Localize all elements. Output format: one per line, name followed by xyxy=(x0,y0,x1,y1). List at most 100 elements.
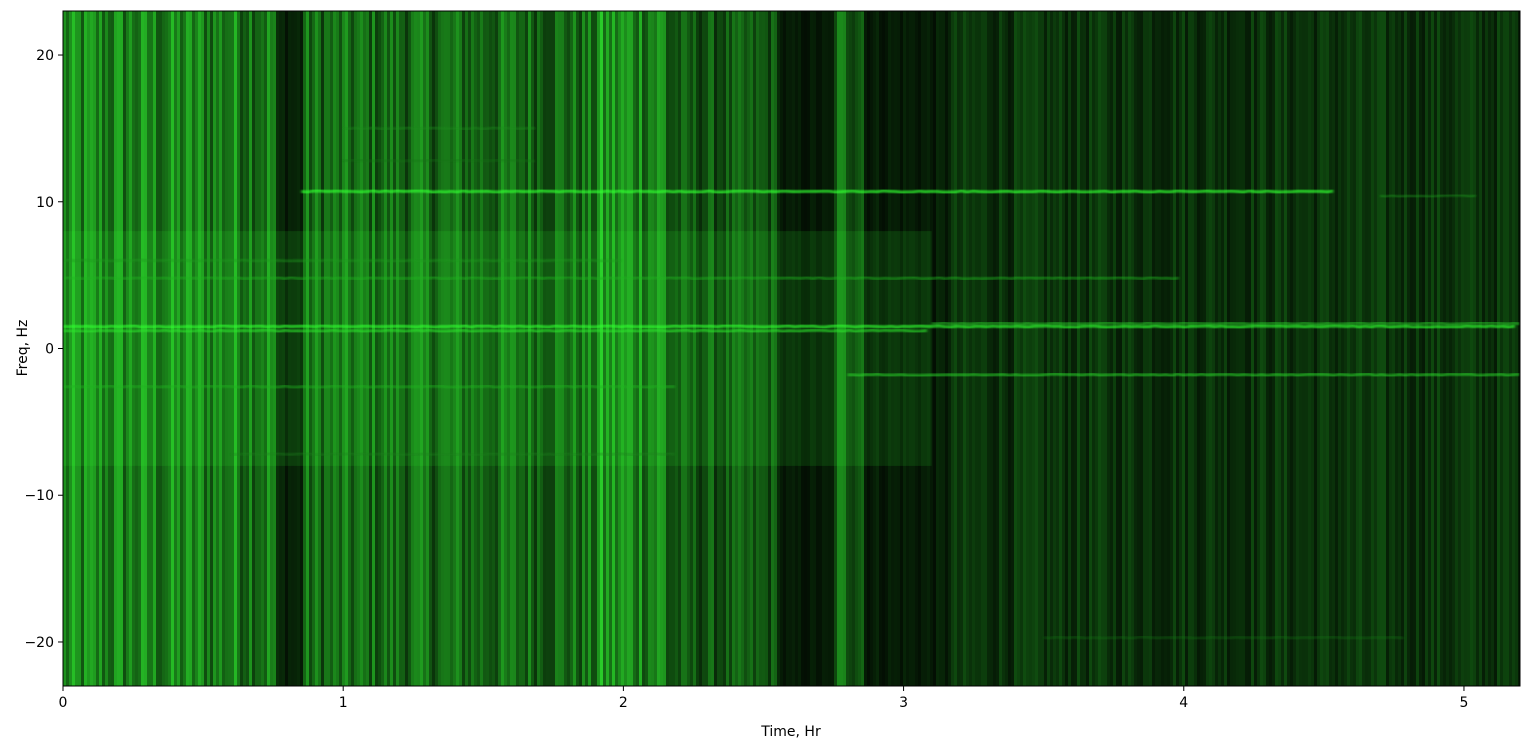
spectrogram-column xyxy=(498,11,502,686)
spectrogram-column xyxy=(741,11,745,686)
spectrogram-column xyxy=(1389,11,1393,686)
spectrogram-column xyxy=(603,11,607,686)
spectrogram-column xyxy=(429,11,433,686)
spectrogram-column xyxy=(1368,11,1372,686)
spectrogram-column xyxy=(1476,11,1480,686)
spectrogram-column xyxy=(846,11,850,686)
spectrogram-column xyxy=(189,11,193,686)
spectrogram-column xyxy=(165,11,169,686)
spectrogram-column xyxy=(1167,11,1171,686)
spectrogram-column xyxy=(1440,11,1444,686)
low-frequency-energy-band xyxy=(63,231,932,466)
spectrogram-column xyxy=(150,11,154,686)
spectrogram-column xyxy=(1119,11,1123,686)
spectrogram-column xyxy=(174,11,178,686)
spectrogram-column xyxy=(849,11,853,686)
spectrogram-column xyxy=(228,11,232,686)
spectrogram-column xyxy=(468,11,472,686)
spectrogram-column xyxy=(537,11,541,686)
spectrogram-column xyxy=(480,11,484,686)
spectrogram-column xyxy=(1497,11,1501,686)
spectrogram-column xyxy=(612,11,616,686)
spectrogram-column xyxy=(810,11,814,686)
spectrogram-column xyxy=(939,11,943,686)
spectrogram-column xyxy=(375,11,379,686)
spectrogram-column xyxy=(1017,11,1021,686)
spectrogram-column xyxy=(618,11,622,686)
spectrogram-column xyxy=(168,11,172,686)
spectrogram-column xyxy=(405,11,409,686)
spectrogram-column xyxy=(1101,11,1105,686)
spectrogram-column xyxy=(147,11,151,686)
spectrogram-column xyxy=(957,11,961,686)
spectrogram-column xyxy=(570,11,574,686)
x-tick-label: 0 xyxy=(59,695,68,711)
spectrogram-column xyxy=(978,11,982,686)
spectrogram-column xyxy=(987,11,991,686)
spectrogram-column xyxy=(351,11,355,686)
spectrogram-column xyxy=(1488,11,1492,686)
spectrogram-column xyxy=(1158,11,1162,686)
spectrogram-column xyxy=(1446,11,1450,686)
spectrogram-column xyxy=(1230,11,1234,686)
spectrogram-column xyxy=(141,11,145,686)
spectrogram-column xyxy=(1071,11,1075,686)
spectrogram-column xyxy=(747,11,751,686)
spectrogram-column xyxy=(1173,11,1177,686)
spectrogram-column xyxy=(1473,11,1477,686)
spectrogram-column xyxy=(843,11,847,686)
x-tick-label: 2 xyxy=(619,695,628,711)
spectrogram-column xyxy=(1248,11,1252,686)
spectrogram-column xyxy=(804,11,808,686)
spectrogram-column xyxy=(1359,11,1363,686)
spectrogram-column xyxy=(1089,11,1093,686)
spectrogram-column xyxy=(201,11,205,686)
spectrogram-column xyxy=(504,11,508,686)
spectrogram-column xyxy=(357,11,361,686)
spectrogram-column xyxy=(1512,11,1516,686)
spectrogram-column xyxy=(1206,11,1210,686)
spectrogram-column xyxy=(690,11,694,686)
spectrogram-column xyxy=(426,11,430,686)
spectrogram-column xyxy=(600,11,604,686)
spectrogram-column xyxy=(561,11,565,686)
spectrogram-column xyxy=(1371,11,1375,686)
spectrogram-column xyxy=(183,11,187,686)
spectrogram-column xyxy=(1149,11,1153,686)
spectrogram-column xyxy=(762,11,766,686)
spectrogram-column xyxy=(1188,11,1192,686)
spectrogram-column xyxy=(75,11,79,686)
spectrogram-column xyxy=(783,11,787,686)
spectrogram-column xyxy=(1398,11,1402,686)
spectrogram-column xyxy=(801,11,805,686)
spectrogram-column xyxy=(1509,11,1513,686)
spectrogram-column xyxy=(744,11,748,686)
spectrogram-column xyxy=(525,11,529,686)
spectrogram-column xyxy=(345,11,349,686)
spectrogram-column xyxy=(138,11,142,686)
spectrogram-column xyxy=(912,11,916,686)
spectrogram-column xyxy=(1218,11,1222,686)
spectrogram-column xyxy=(1479,11,1483,686)
tonal-line xyxy=(343,158,536,163)
spectrogram-column xyxy=(579,11,583,686)
spectrogram-column xyxy=(1161,11,1165,686)
spectrogram-column xyxy=(282,11,286,686)
spectrogram-column xyxy=(81,11,85,686)
spectrogram-column xyxy=(921,11,925,686)
spectrogram-column xyxy=(900,11,904,686)
spectrogram-column xyxy=(1449,11,1453,686)
spectrogram-column xyxy=(417,11,421,686)
spectrogram-column xyxy=(387,11,391,686)
spectrogram-column xyxy=(396,11,400,686)
spectrogram-column xyxy=(1485,11,1489,686)
spectrogram-column xyxy=(1215,11,1219,686)
spectrogram-column xyxy=(771,11,775,686)
spectrogram-column xyxy=(519,11,523,686)
spectrogram-column xyxy=(450,11,454,686)
spectrogram-column xyxy=(1275,11,1279,686)
spectrogram-column xyxy=(144,11,148,686)
spectrogram-column xyxy=(984,11,988,686)
spectrogram-column xyxy=(1431,11,1435,686)
spectrogram-column xyxy=(1068,11,1072,686)
